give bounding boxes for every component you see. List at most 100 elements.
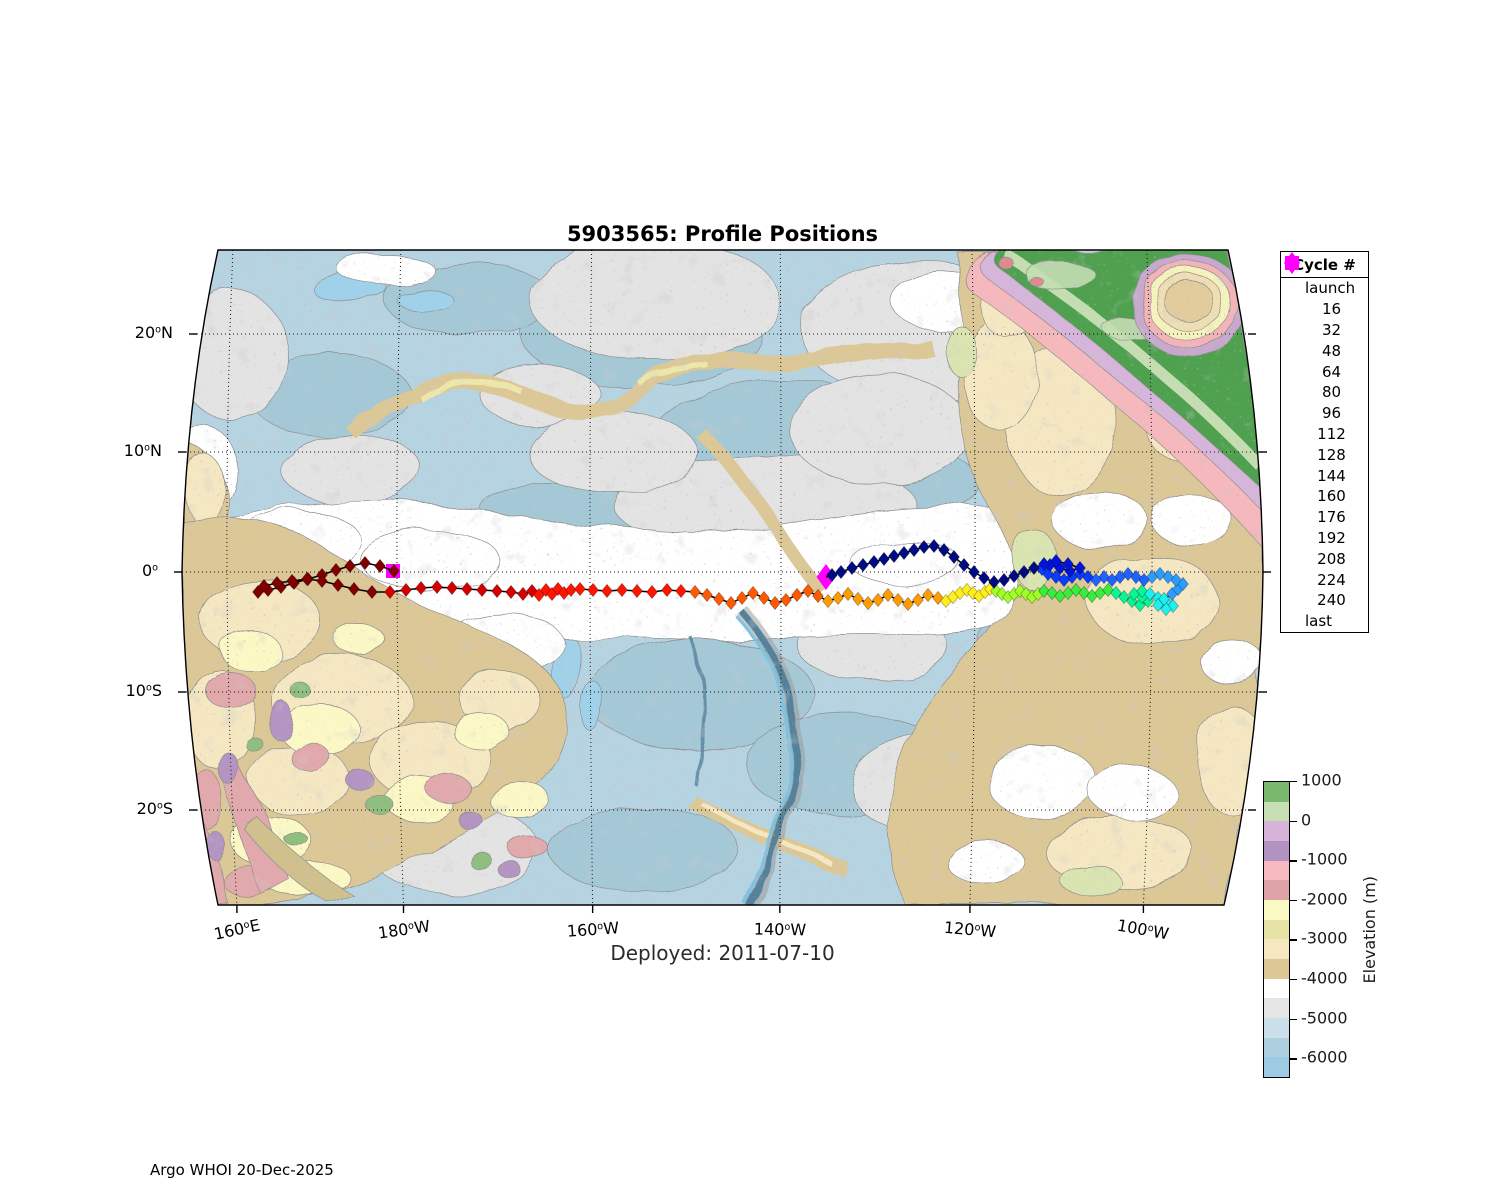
legend-item-label: 240 — [1317, 591, 1346, 610]
profile-marker — [938, 542, 950, 558]
legend-item: 176 — [1281, 256, 1368, 528]
profile-marker — [835, 564, 847, 580]
profile-marker — [359, 555, 371, 571]
profile-marker — [1122, 566, 1134, 582]
legend-item-label: 112 — [1317, 424, 1346, 443]
profile-marker — [1074, 560, 1086, 576]
profile-marker — [802, 583, 814, 599]
legend-title: Cycle # — [1281, 252, 1368, 278]
colorbar-band — [1264, 998, 1289, 1019]
profile-marker — [1078, 585, 1090, 601]
profile-marker — [878, 551, 890, 567]
profile-marker — [1136, 583, 1148, 599]
legend-item-label: 64 — [1321, 362, 1342, 381]
profile-marker — [348, 581, 360, 597]
profile-marker — [826, 567, 838, 583]
legend-item: 48 — [1281, 256, 1368, 361]
meridian-line — [226, 249, 238, 906]
deployed-subtitle: Deployed: 2011-07-10 — [610, 941, 835, 965]
colorbar-axis-label: Elevation (m) — [1359, 875, 1379, 984]
colorbar-tick — [1290, 1018, 1297, 1020]
profile-marker — [701, 587, 713, 603]
profile-marker — [862, 595, 874, 611]
lat-tick-label: 0o — [141, 561, 158, 580]
profile-marker — [601, 583, 613, 599]
profile-marker — [1062, 556, 1074, 572]
colorbar-band — [1264, 1037, 1289, 1058]
profile-marker — [1146, 569, 1158, 585]
profile-marker — [646, 584, 658, 600]
legend-item: 224 — [1281, 256, 1368, 590]
profile-marker — [316, 573, 328, 589]
profile-marker — [1154, 566, 1166, 582]
profile-marker — [1070, 582, 1082, 598]
map-terrain — [182, 250, 1263, 905]
legend-item: 96 — [1281, 256, 1368, 424]
profile-marker — [908, 542, 920, 558]
map-border — [181, 249, 1264, 906]
profile-marker — [533, 587, 545, 603]
legend-item-label: 144 — [1317, 466, 1346, 485]
legend-item-label: last — [1305, 612, 1333, 631]
profile-marker — [446, 580, 458, 596]
legend-item-label: launch — [1305, 279, 1356, 298]
profile-marker — [1098, 569, 1110, 585]
profile-marker — [736, 590, 748, 606]
colorbar-tick-label: 1000 — [1301, 770, 1342, 790]
profile-marker — [258, 578, 270, 594]
colorbar-tick — [1290, 939, 1297, 941]
colorbar-tick-label: -3000 — [1301, 928, 1348, 948]
legend-item: 160 — [1281, 256, 1368, 507]
axis-ticks — [174, 333, 1271, 913]
cycle-legend: Cycle # launch 16 32 48 64 80 96 112 128 144 160 17… — [1280, 251, 1369, 633]
legend-item: 80 — [1281, 256, 1368, 403]
profile-marker — [574, 581, 586, 597]
profile-marker — [898, 545, 910, 561]
float-trajectory — [252, 538, 1189, 617]
profile-marker — [791, 587, 803, 603]
lon-tick-label: 140oW — [753, 919, 807, 940]
legend-item: launch — [1281, 256, 1368, 299]
legend-item: 144 — [1281, 256, 1368, 486]
profile-marker — [1160, 601, 1172, 617]
profile-marker — [822, 593, 834, 609]
profile-marker — [388, 563, 400, 579]
profile-marker — [902, 596, 914, 612]
profile-marker — [505, 584, 517, 600]
colorbar-band — [1264, 860, 1289, 881]
profile-marker — [1102, 582, 1114, 598]
profile-marker — [713, 591, 725, 607]
colorbar-band — [1264, 939, 1289, 960]
legend-item: 208 — [1281, 256, 1368, 569]
colorbar-tick — [1290, 781, 1297, 783]
legend-item: last — [1281, 252, 1368, 632]
profile-marker — [271, 575, 283, 591]
profile-marker — [948, 549, 960, 565]
colorbar-tick — [1290, 899, 1297, 902]
profile-marker — [286, 573, 298, 589]
profile-marker — [1008, 568, 1020, 584]
profile-marker — [661, 582, 673, 598]
profile-marker — [1110, 585, 1122, 601]
legend-item: 192 — [1281, 256, 1368, 549]
profile-marker — [988, 574, 1000, 590]
colorbar-tick — [1290, 860, 1297, 862]
lat-tick-label: 20oS — [136, 799, 173, 818]
profile-marker — [918, 539, 930, 555]
colorbar-band — [1264, 1018, 1289, 1038]
profile-marker — [747, 585, 759, 601]
elevation-colorbar — [1263, 781, 1290, 1078]
profile-marker — [892, 592, 904, 608]
legend-item-label: 160 — [1317, 487, 1346, 506]
profile-marker — [400, 582, 412, 598]
legend-item-label: 192 — [1317, 528, 1346, 547]
profile-marker — [616, 582, 628, 598]
legend-item-label: 48 — [1321, 341, 1342, 360]
colorbar-tick-label: -6000 — [1301, 1047, 1348, 1067]
profile-marker — [868, 554, 880, 570]
profile-marker — [1028, 560, 1040, 576]
profile-marker — [587, 582, 599, 598]
profile-marker — [517, 586, 529, 602]
colorbar-tick-label: -4000 — [1301, 968, 1348, 988]
